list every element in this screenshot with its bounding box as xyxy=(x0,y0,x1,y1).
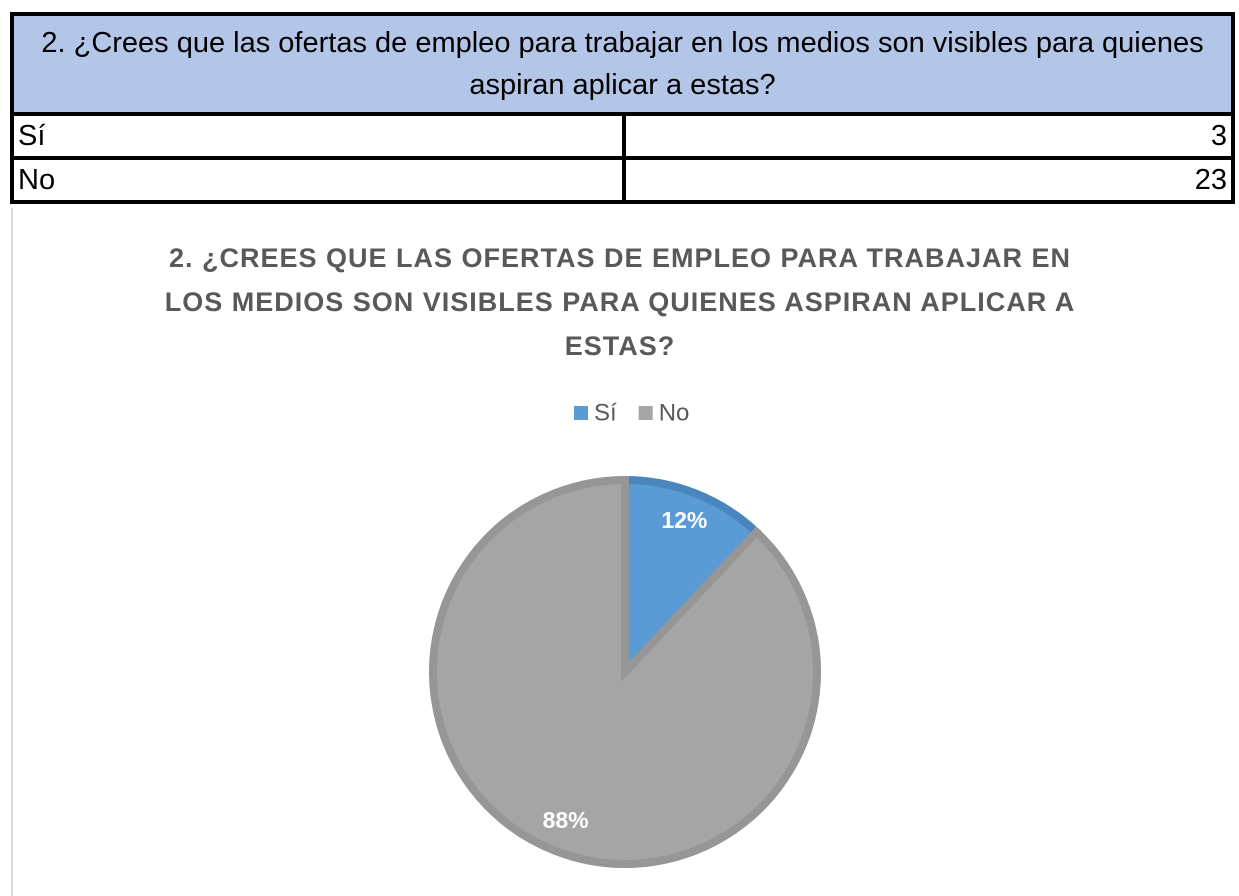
pie-slice xyxy=(429,475,821,868)
data-label: 88% xyxy=(543,807,589,833)
chart-title: 2. ¿CREES QUE LAS OFERTAS DE EMPLEO PARA… xyxy=(164,243,1076,361)
data-table: 2. ¿Crees que las ofertas de empleo para… xyxy=(10,12,1235,204)
legend-swatch xyxy=(638,406,653,420)
table-title: 2. ¿Crees que las ofertas de empleo para… xyxy=(10,12,1235,116)
row-label: No xyxy=(10,156,626,204)
legend-label: No xyxy=(659,399,690,426)
row-label: Sí xyxy=(10,112,626,160)
data-label: 12% xyxy=(661,507,707,533)
row-value: 3 xyxy=(622,112,1235,160)
legend-swatch xyxy=(574,406,588,420)
legend-label: Sí xyxy=(594,399,617,426)
pie-slice xyxy=(621,475,763,683)
row-value: 23 xyxy=(622,156,1235,204)
